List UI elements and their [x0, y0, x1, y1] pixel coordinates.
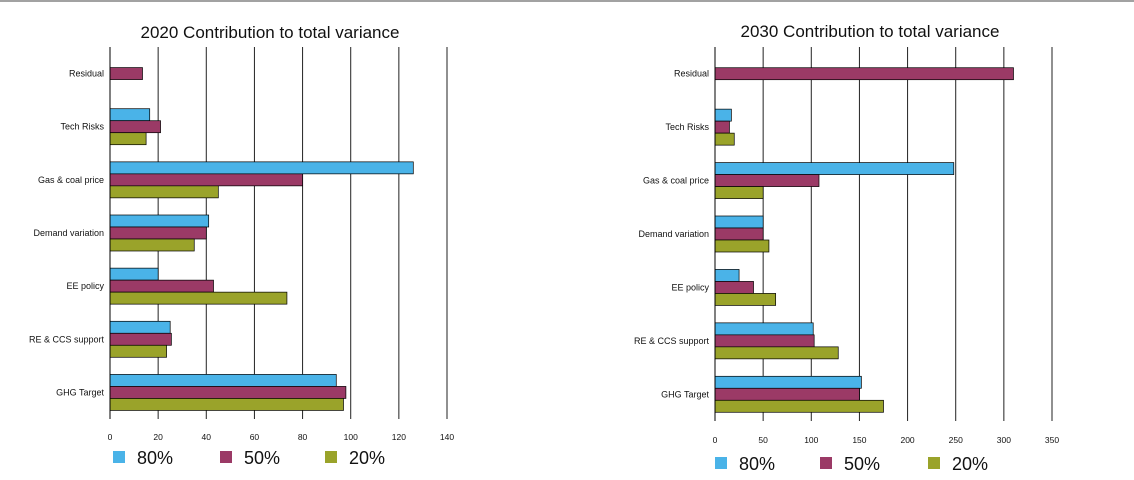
bar: [109, 238, 195, 252]
legend-label: 80%: [739, 454, 775, 474]
bar: [714, 162, 955, 175]
x-tick-label: 40: [202, 432, 212, 442]
x-tick-label: 120: [392, 432, 406, 442]
legend-swatch: [325, 451, 337, 463]
bar: [109, 132, 147, 146]
bar: [109, 173, 303, 187]
category-label: EE policy: [671, 282, 709, 292]
x-tick-label: 200: [900, 435, 914, 445]
legend-swatch: [820, 457, 832, 469]
category-label: Demand variation: [33, 228, 104, 238]
bar: [109, 320, 171, 334]
bar: [109, 291, 288, 305]
x-tick-label: 0: [713, 435, 718, 445]
legend-label: 50%: [844, 454, 880, 474]
bar: [109, 214, 210, 228]
chart-title: 2030 Contribution to total variance: [741, 22, 1000, 41]
category-label: Demand variation: [638, 229, 709, 239]
chart-2020: 2020 Contribution to total variance Resid…: [29, 23, 454, 468]
category-label: Residual: [69, 69, 104, 79]
category-label: EE policy: [66, 281, 104, 291]
bar: [109, 332, 172, 346]
category-label: Tech Risks: [665, 122, 709, 132]
bar: [714, 186, 764, 199]
bar: [714, 346, 839, 360]
legend-label: 50%: [244, 448, 280, 468]
bar: [714, 387, 860, 401]
bar: [109, 398, 344, 411]
bar: [109, 344, 167, 358]
x-tick-label: 60: [250, 432, 260, 442]
legend-label: 20%: [952, 454, 988, 474]
x-tick-label: 100: [804, 435, 818, 445]
bar: [714, 399, 884, 413]
bar: [714, 269, 740, 282]
bar: [714, 227, 764, 241]
category-label: Residual: [674, 69, 709, 79]
bar: [109, 267, 159, 281]
category-label: Tech Risks: [60, 122, 104, 132]
bar: [714, 375, 862, 389]
bar: [109, 120, 161, 134]
bar: [109, 185, 219, 199]
legend-label: 20%: [349, 448, 385, 468]
bar: [109, 161, 414, 175]
x-tick-label: 140: [440, 432, 454, 442]
x-tick-label: 0: [108, 432, 113, 442]
x-tick-label: 300: [997, 435, 1011, 445]
x-tick-label: 50: [758, 435, 768, 445]
x-tick-label: 20: [153, 432, 163, 442]
bar: [714, 281, 754, 294]
bar: [714, 120, 730, 134]
category-label: GHG Target: [56, 387, 104, 397]
category-label: Gas & coal price: [38, 175, 104, 185]
category-label: GHG Target: [661, 389, 709, 399]
bar: [109, 67, 143, 80]
category-label: Gas & coal price: [643, 176, 709, 186]
chart-2030: 2030 Contribution to total variance Resid…: [634, 22, 1059, 474]
legend-label: 80%: [137, 448, 173, 468]
bar: [714, 174, 820, 187]
bar: [714, 108, 732, 122]
legend-swatch: [113, 451, 125, 463]
legend-swatch: [715, 457, 727, 469]
bar: [714, 132, 735, 146]
x-tick-label: 350: [1045, 435, 1059, 445]
bar: [109, 226, 207, 240]
x-tick-label: 100: [344, 432, 358, 442]
bar: [714, 67, 1014, 81]
x-tick-label: 150: [852, 435, 866, 445]
bar: [714, 239, 770, 253]
legend-swatch: [928, 457, 940, 469]
bar: [109, 279, 214, 293]
legend-swatch: [220, 451, 232, 463]
bar: [714, 334, 815, 348]
bar: [714, 293, 777, 306]
category-label: RE & CCS support: [29, 334, 105, 344]
bar: [109, 108, 151, 122]
category-label: RE & CCS support: [634, 336, 710, 346]
bar: [714, 215, 764, 229]
x-tick-label: 80: [298, 432, 308, 442]
bar: [109, 386, 347, 399]
bar: [714, 322, 814, 336]
bar: [109, 374, 337, 387]
x-tick-label: 250: [949, 435, 963, 445]
chart-title: 2020 Contribution to total variance: [141, 23, 400, 42]
